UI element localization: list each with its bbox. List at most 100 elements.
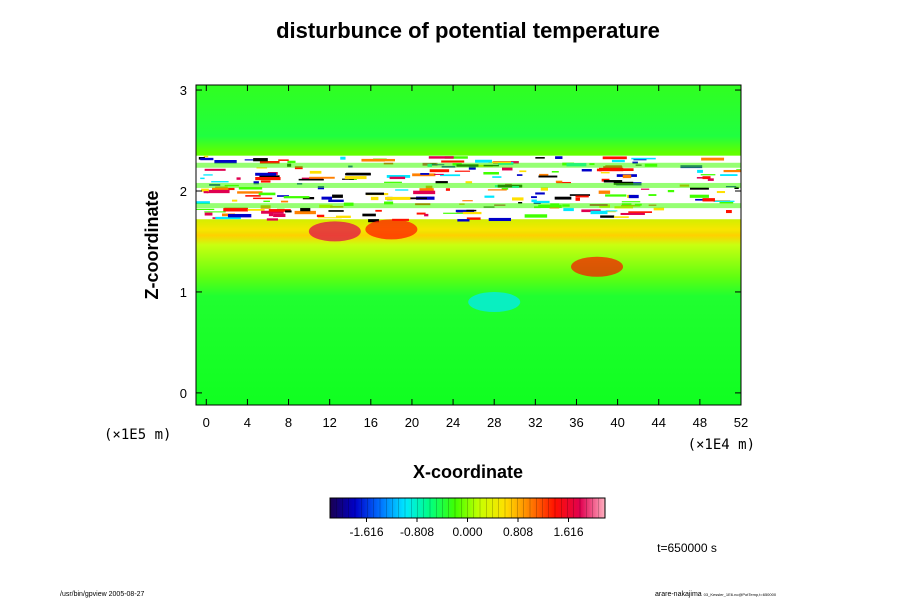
heatmap-streak — [332, 194, 343, 198]
heatmap-streak — [375, 158, 395, 162]
heatmap-streak — [462, 200, 473, 202]
heatmap-streak — [386, 174, 411, 178]
colorbar-ticks: -1.616 -0.808 0.000 0.808 1.616 — [349, 518, 584, 539]
heatmap-streak — [457, 219, 470, 222]
heatmap-streak — [631, 157, 656, 160]
heatmap-streak — [392, 218, 409, 221]
heatmap-streak — [596, 168, 602, 172]
heatmap-streak — [519, 170, 527, 173]
heatmap-feature — [365, 219, 418, 240]
colorbar-tick-label: -1.616 — [349, 525, 383, 539]
footer-left: /usr/bin/gpview 2005-08-27 — [60, 591, 145, 598]
heatmap-streak — [719, 201, 734, 204]
heatmap-streak — [227, 213, 252, 218]
heatmap-streak — [483, 171, 499, 175]
heatmap-streak — [281, 200, 289, 203]
time-label: t=650000 s — [657, 541, 717, 555]
heatmap-band-gap — [196, 182, 741, 188]
heatmap-streak — [435, 181, 448, 184]
heatmap-streak — [689, 194, 709, 198]
heatmap-streak — [204, 212, 213, 216]
heatmap-streak — [701, 157, 725, 161]
heatmap-streak — [667, 189, 675, 193]
footer-right-main: arare-nakajima — [655, 591, 702, 598]
heatmap-streak — [212, 187, 229, 191]
heatmap-streak — [621, 201, 641, 203]
heatmap-streak — [255, 177, 281, 181]
heatmap-streak — [512, 197, 524, 201]
heatmap-streak — [640, 188, 650, 190]
y-axis-ticks: 0 1 2 3 — [180, 83, 741, 401]
heatmap-streak — [713, 200, 735, 202]
heatmap-streak — [487, 189, 507, 191]
heatmap-streak — [247, 208, 265, 211]
heatmap-streak — [231, 199, 238, 202]
heatmap-streak — [259, 175, 280, 178]
heatmap-streak — [419, 188, 434, 192]
heatmap-streak — [362, 213, 376, 217]
heatmap-streak — [466, 217, 481, 220]
heatmap-streak — [410, 197, 427, 200]
heatmap-streak — [285, 210, 292, 213]
heatmap-streak — [294, 210, 316, 215]
x-tick-label: 16 — [364, 415, 378, 430]
x-tick-label: 0 — [203, 415, 210, 430]
heatmap-streak — [518, 202, 523, 204]
x-tick-label: 40 — [610, 415, 624, 430]
heatmap-bands — [196, 155, 741, 232]
heatmap-streak — [444, 156, 468, 159]
heatmap-streak — [648, 194, 657, 196]
heatmap-streak — [622, 174, 632, 179]
heatmap-streak — [203, 174, 213, 176]
heatmap-streak — [484, 195, 495, 198]
heatmap-streak — [454, 170, 471, 172]
footer-right-small: 03_Kessler_1E6.nc@PotTemp,t=650000 — [704, 592, 777, 597]
heatmap-streak — [555, 156, 563, 159]
heatmap-streak — [501, 188, 509, 190]
heatmap-streak — [268, 209, 291, 212]
x-tick-label: 28 — [487, 415, 501, 430]
heatmap-streak — [613, 216, 629, 218]
heatmap-streak — [716, 191, 726, 194]
x-axis-ticks: 0 4 8 12 16 20 24 28 32 36 40 44 48 52 — [203, 85, 748, 430]
heatmap-streak — [707, 178, 714, 181]
plot-frame — [195, 84, 742, 406]
x-tick-label: 32 — [528, 415, 542, 430]
heatmap-streak — [611, 159, 625, 163]
heatmap-streak — [203, 191, 209, 194]
heatmap-streak — [598, 190, 611, 194]
heatmap-streak — [556, 181, 572, 184]
heatmap-streak — [253, 158, 268, 162]
heatmap-streak — [368, 219, 380, 223]
heatmap-streak — [695, 198, 704, 201]
heatmap-streak — [535, 157, 545, 159]
heatmap-streak — [342, 178, 354, 180]
heatmap-streak — [554, 196, 572, 200]
footer-right: arare-nakajima 03_Kessler_1E6.nc@PotTemp… — [655, 591, 777, 598]
heatmap-streak — [298, 178, 324, 181]
heatmap-streak — [725, 209, 732, 214]
heatmap-streak — [204, 211, 226, 213]
heatmap-streak — [244, 159, 257, 161]
heatmap-streak — [475, 159, 492, 163]
heatmap-streak — [465, 181, 473, 184]
heatmap-streak — [370, 196, 379, 201]
heatmap-streak — [223, 208, 248, 212]
heatmap-streak — [206, 189, 230, 194]
y-axis-label: Z-coordinate — [142, 190, 162, 299]
heatmap-streak — [434, 173, 444, 175]
x-tick-label: 48 — [693, 415, 707, 430]
heatmap-streak — [700, 174, 716, 176]
heatmap-streak — [702, 198, 715, 202]
heatmap-streak — [441, 160, 465, 163]
heatmap-streak — [420, 173, 430, 175]
heatmap-streak — [531, 196, 537, 199]
colorbar: -1.616 -0.808 0.000 0.808 1.616 — [329, 497, 606, 539]
colorbar-tick-label: -0.808 — [400, 525, 434, 539]
heatmap-streak — [723, 169, 741, 173]
heatmap-streak — [365, 192, 384, 195]
heatmap-streak — [600, 215, 615, 218]
heatmap-streak — [440, 174, 461, 177]
heatmap-streak — [413, 190, 436, 195]
heatmap-streak — [259, 161, 280, 164]
